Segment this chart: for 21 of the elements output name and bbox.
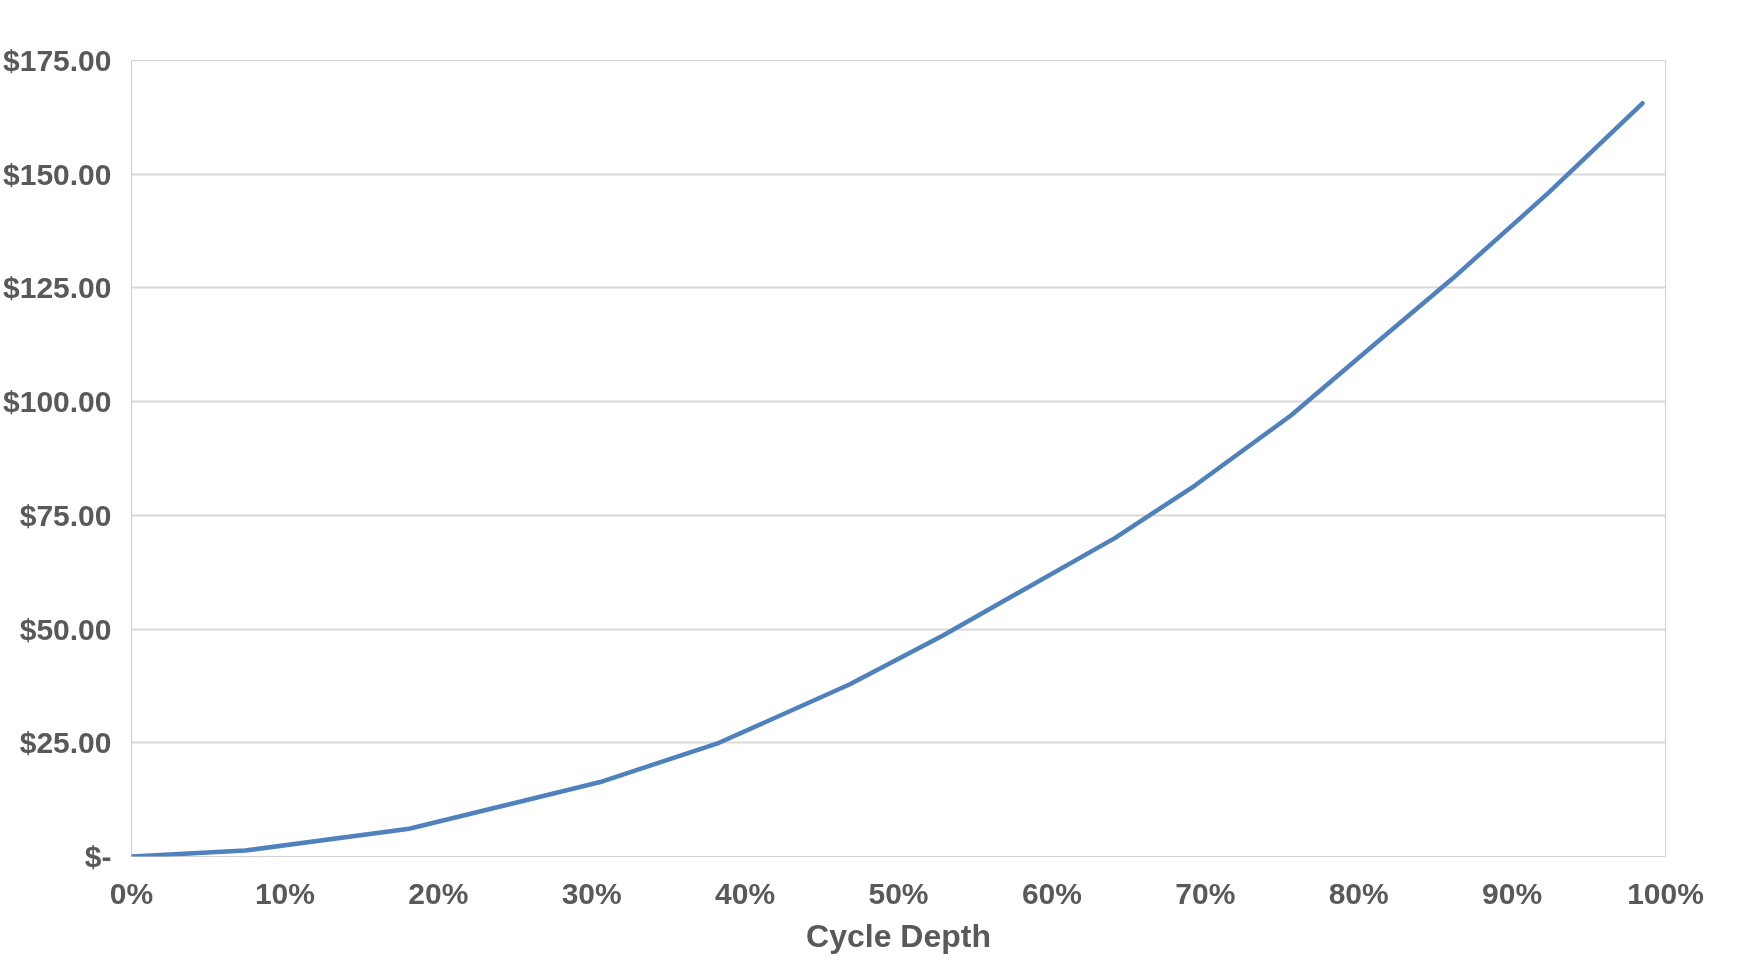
x-tick-label: 70%: [1175, 876, 1236, 910]
y-tick-label: $100.00: [3, 385, 112, 419]
x-tick-label: 10%: [254, 876, 315, 910]
x-tick-label: 0%: [109, 876, 154, 910]
x-tick-label: 100%: [1627, 876, 1704, 910]
x-tick-label: 90%: [1482, 876, 1543, 910]
y-tick-label: $150.00: [3, 157, 112, 191]
y-tick-label: $75.00: [19, 498, 112, 532]
y-tick-label: $125.00: [3, 271, 112, 305]
x-tick-label: 80%: [1328, 876, 1389, 910]
y-tick-label: $175.00: [3, 44, 112, 77]
x-tick-label: 50%: [868, 876, 929, 910]
y-tick-label: $50.00: [19, 612, 112, 646]
x-tick-label: 40%: [715, 876, 776, 910]
x-tick-label: 60%: [1021, 876, 1082, 910]
y-tick-label: $25.00: [19, 726, 112, 760]
x-tick-label: 20%: [408, 876, 469, 910]
line-series: [131, 101, 1645, 857]
y-tick-label: $-: [84, 840, 112, 873]
x-axis-title: Cycle Depth: [806, 917, 991, 954]
x-tick-label: 30%: [561, 876, 622, 910]
